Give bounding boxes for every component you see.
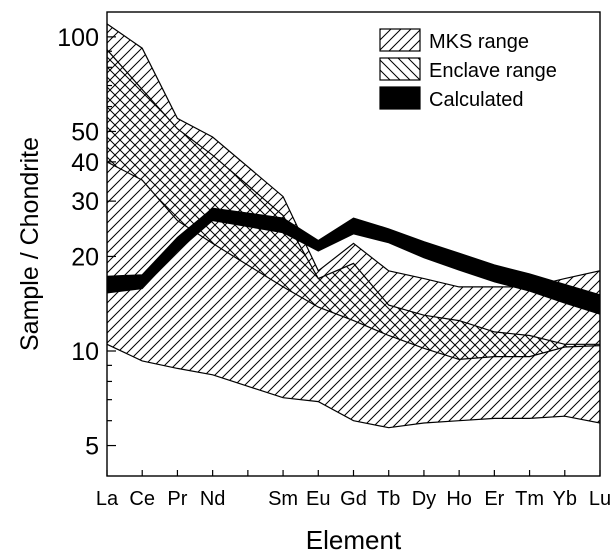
legend-swatch (379, 57, 421, 81)
y-tick-label: 40 (71, 149, 99, 177)
y-tick-label: 10 (71, 338, 99, 366)
data-bands (107, 23, 600, 429)
x-axis-label: Element (306, 525, 402, 555)
y-tick-label: 50 (71, 118, 99, 146)
x-tick-label: Ho (446, 488, 472, 510)
x-tick-label: Lu (589, 488, 611, 510)
band-calculated (107, 207, 600, 315)
x-tick-label: Sm (268, 488, 298, 510)
y-tick-label: 5 (85, 433, 99, 461)
y-tick-label: 100 (57, 24, 99, 52)
legend-label: Calculated (429, 89, 524, 111)
legend-swatch (379, 86, 421, 110)
x-tick-label: Gd (340, 488, 367, 510)
x-tick-label: Eu (306, 488, 330, 510)
x-tick-label: La (96, 488, 119, 510)
band-enclave-range (107, 48, 600, 361)
legend: MKS range Enclave range Calculated (379, 28, 557, 111)
y-tick-label: 30 (71, 188, 99, 216)
legend-label: MKS range (429, 31, 529, 53)
x-tick-label: Dy (412, 488, 436, 510)
y-tick-label: 20 (71, 243, 99, 271)
x-axis: La Ce Pr Nd Sm Eu Gd Tb Dy Ho Er Tm Yb Lu (96, 470, 611, 510)
x-tick-label: Er (484, 488, 504, 510)
x-tick-label: Yb (553, 488, 577, 510)
x-tick-label: Ce (129, 488, 155, 510)
legend-swatch (379, 28, 421, 52)
y-axis: 5 10 20 30 40 50 100 (57, 24, 116, 461)
x-tick-label: Nd (200, 488, 226, 510)
legend-label: Enclave range (429, 60, 557, 82)
x-tick-label: Pr (167, 488, 187, 510)
y-axis-label: Sample / Chondrite (16, 137, 44, 351)
x-tick-label: Tb (377, 488, 400, 510)
x-tick-label: Tm (515, 488, 544, 510)
